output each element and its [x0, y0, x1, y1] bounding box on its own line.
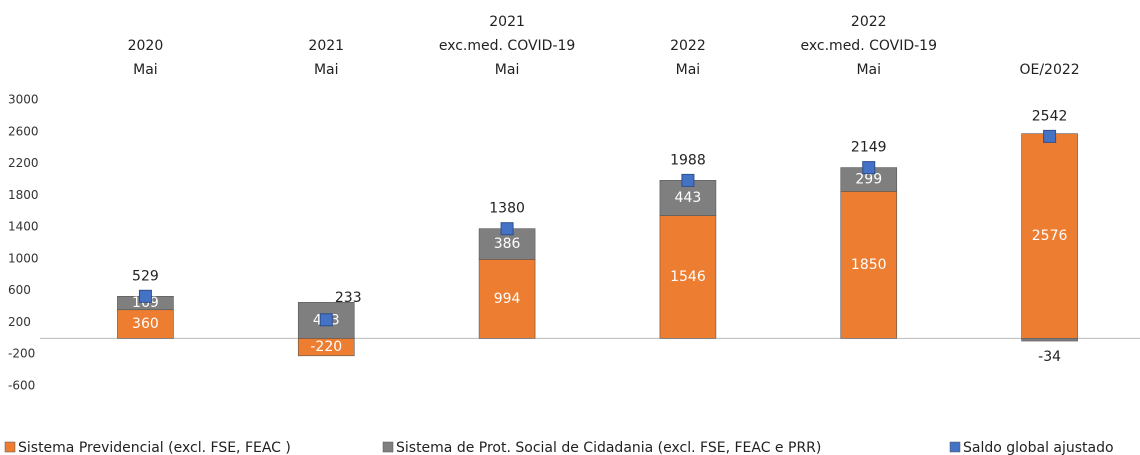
- data-label: -220: [310, 339, 342, 355]
- legend-label: Sistema Previdencial (excl. FSE, FEAC ): [18, 440, 291, 455]
- y-tick-label: 600: [8, 283, 31, 297]
- data-label: 529: [132, 268, 159, 284]
- marker: [138, 289, 152, 303]
- marker: [681, 173, 695, 187]
- x-category-label: 2022: [670, 38, 706, 54]
- data-label: 1546: [670, 269, 706, 285]
- y-tick-label: -600: [8, 379, 35, 393]
- data-label: 2149: [851, 140, 887, 156]
- x-category-label: 2022: [851, 14, 887, 30]
- x-category-label: exc.med. COVID-19: [801, 38, 938, 54]
- x-category-label: exc.med. COVID-19: [439, 38, 576, 54]
- data-label: 386: [494, 236, 521, 252]
- y-tick-label: 3000: [8, 93, 39, 107]
- marker: [1043, 129, 1057, 143]
- x-category-label: Mai: [133, 62, 158, 78]
- data-label: 233: [335, 290, 362, 306]
- legend-label: Sistema de Prot. Social de Cidadania (ex…: [396, 440, 821, 455]
- marker: [319, 313, 333, 327]
- data-label: 994: [494, 291, 521, 307]
- data-label: 1988: [670, 152, 706, 168]
- x-category-label: 2021: [308, 38, 344, 54]
- legend-swatch: [4, 441, 16, 453]
- data-label: 1850: [851, 257, 887, 273]
- x-category-label: Mai: [856, 62, 881, 78]
- data-label: 2576: [1032, 228, 1068, 244]
- data-label: -34: [1038, 349, 1061, 365]
- x-category-label: 2021: [489, 14, 525, 30]
- bar-segment: [1021, 133, 1078, 339]
- bar-segment: [659, 215, 717, 339]
- data-label: 443: [675, 190, 702, 206]
- x-category-label: Mai: [676, 62, 701, 78]
- data-label: 1380: [489, 201, 525, 217]
- y-tick-label: 200: [8, 315, 31, 329]
- x-category-label: Mai: [314, 62, 339, 78]
- data-label: 169: [132, 295, 159, 311]
- marker: [862, 161, 876, 175]
- bar-segment: [840, 191, 898, 339]
- data-label: 2542: [1032, 108, 1068, 124]
- y-tick-label: -200: [8, 347, 35, 361]
- y-tick-label: 2200: [8, 156, 39, 170]
- y-tick-label: 2600: [8, 124, 39, 138]
- data-label: 299: [855, 171, 882, 187]
- bar-segment: [117, 309, 174, 339]
- x-category-label: Mai: [495, 62, 520, 78]
- y-tick-label: 1800: [8, 188, 39, 202]
- data-label: 360: [132, 316, 159, 332]
- x-category-label: 2020: [128, 38, 164, 54]
- marker: [500, 222, 514, 236]
- legend-label: Saldo global ajustado: [963, 440, 1114, 455]
- y-tick-label: 1000: [8, 251, 39, 265]
- bar-segment: [1021, 338, 1078, 342]
- y-tick-label: 1400: [8, 220, 39, 234]
- legend-swatch: [382, 441, 394, 453]
- x-category-label: OE/2022: [1019, 62, 1079, 78]
- legend-swatch: [949, 441, 961, 453]
